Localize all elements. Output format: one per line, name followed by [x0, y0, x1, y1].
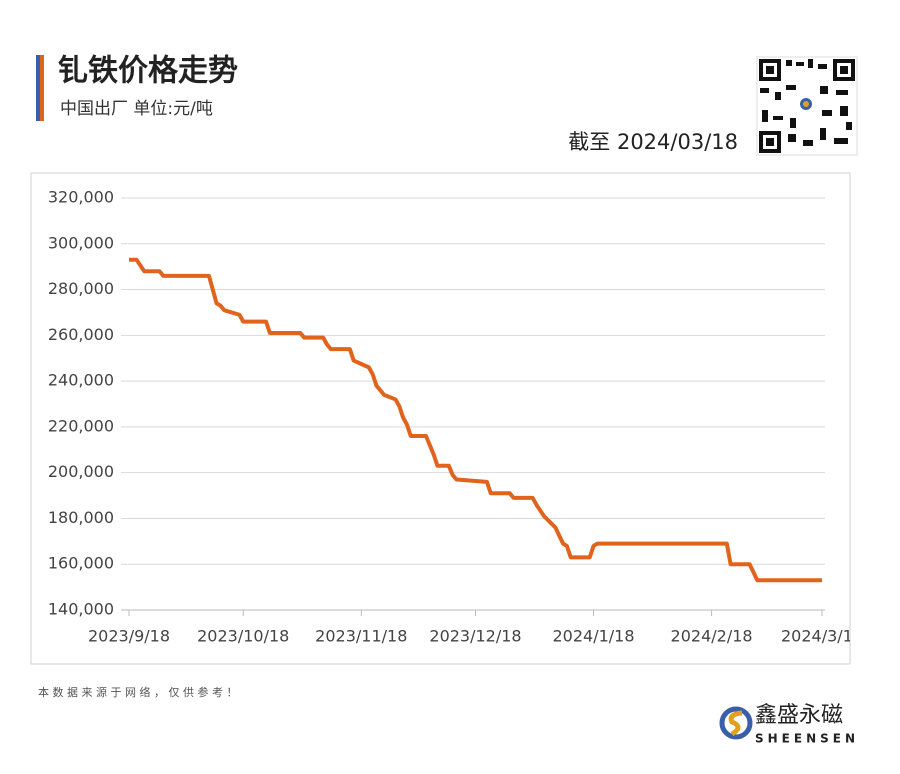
title: 钆铁价格走势 — [58, 54, 238, 89]
x-tick-label: 2024/1/18 — [553, 627, 635, 646]
y-tick-label: 200,000 — [48, 462, 114, 481]
x-tick-label: 2024/3/18 — [781, 627, 863, 646]
y-tick-label: 180,000 — [48, 508, 114, 527]
y-tick-label: 220,000 — [48, 416, 114, 435]
y-tick-label: 140,000 — [48, 600, 114, 619]
y-tick-label: 160,000 — [48, 554, 114, 573]
y-tick-label: 260,000 — [48, 325, 114, 344]
x-tick-label: 2023/11/18 — [315, 627, 407, 646]
subtitle: 中国出厂 单位:元/吨 — [60, 99, 213, 119]
y-tick-label: 280,000 — [48, 279, 114, 298]
qr-code — [756, 56, 858, 156]
x-tick-label: 2024/2/18 — [671, 627, 753, 646]
y-tick-label: 320,000 — [48, 188, 114, 207]
brand-name: 鑫盛永磁 — [755, 703, 843, 728]
chart-frame — [30, 172, 851, 665]
title-accent — [36, 55, 40, 121]
plot: 140,000 160,000 180,000 200,000 220,000 240,0… — [48, 188, 863, 646]
title-accent — [40, 55, 44, 121]
y-tick-label: 300,000 — [48, 233, 114, 252]
x-tick-label: 2023/10/18 — [197, 627, 289, 646]
brand-name-en: SHEENSEN — [755, 732, 859, 746]
as-of-date: 截至 2024/03/18 — [568, 130, 738, 154]
y-tick-label: 240,000 — [48, 371, 114, 390]
source-note: 本 数 据 来 源 于 网 络 ， 仅 供 参 考 ！ — [38, 685, 237, 699]
x-tick-label: 2023/12/18 — [429, 627, 521, 646]
price-line — [129, 257, 822, 583]
x-tick-label: 2023/9/18 — [88, 627, 170, 646]
brand-logo — [719, 706, 753, 740]
